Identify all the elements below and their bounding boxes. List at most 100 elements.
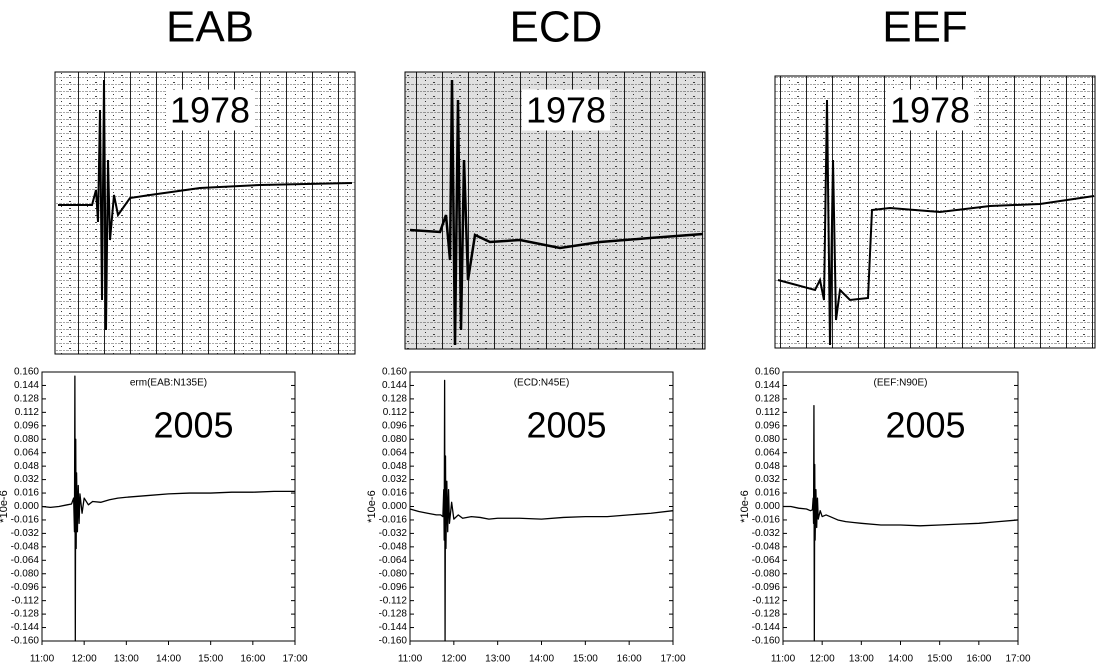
y-axis-title: *10e-6 [739,490,751,522]
y-tick-label: -0.144 [11,622,40,633]
y-tick-label: 0.096 [14,420,39,431]
y-tick-label: 0.160 [14,367,39,378]
y-tick-label: -0.064 [752,555,781,566]
x-tick-label: 13:00 [849,654,874,665]
y-tick-label: -0.032 [379,528,408,539]
y-tick-label: 0.128 [14,394,39,405]
y-tick-label: -0.032 [752,528,781,539]
x-tick-label: 17:00 [660,654,685,665]
y-tick-label: 0.160 [382,367,407,378]
y-tick-label: -0.048 [11,541,40,552]
y-tick-label: -0.128 [379,609,408,620]
scan-year: 1978 [526,90,606,131]
y-tick-label: 0.144 [14,380,39,391]
y-tick-label: -0.032 [11,528,40,539]
y-tick-label: -0.128 [11,609,40,620]
chart-title: EAB [166,3,254,52]
y-tick-label: 0.032 [382,474,407,485]
y-tick-label: -0.016 [752,515,781,526]
y-tick-label: -0.128 [752,609,781,620]
y-tick-label: -0.016 [11,515,40,526]
y-tick-label: 0.128 [755,394,780,405]
y-tick-label: -0.160 [11,636,40,647]
scan-year: 1978 [170,90,250,131]
y-tick-label: 0.080 [14,434,39,445]
y-tick-label: 0.128 [382,394,407,405]
y-tick-label: 0.000 [14,501,39,512]
y-tick-label: -0.064 [379,555,408,566]
y-tick-label: -0.160 [752,636,781,647]
y-tick-label: -0.064 [11,555,40,566]
x-tick-label: 15:00 [573,654,598,665]
y-tick-label: -0.096 [379,582,408,593]
y-tick-label: 0.080 [755,434,780,445]
trace-line [783,404,1019,642]
y-tick-label: 0.000 [755,501,780,512]
y-tick-label: 0.144 [755,380,780,391]
y-tick-label: 0.112 [383,407,408,418]
y-tick-label: -0.096 [752,582,781,593]
x-tick-label: 12:00 [441,654,466,665]
chart-title: EEF [882,3,968,52]
x-tick-label: 14:00 [156,654,181,665]
x-tick-label: 14:00 [888,654,913,665]
x-tick-label: 15:00 [927,654,952,665]
y-tick-label: -0.080 [11,568,40,579]
y-tick-label: -0.048 [752,541,781,552]
y-tick-label: 0.016 [382,488,407,499]
x-tick-label: 12:00 [72,654,97,665]
scan-year: 1978 [890,90,970,131]
y-tick-label: 0.096 [755,420,780,431]
series-label: (EEF:N90E) [874,378,928,389]
x-tick-label: 15:00 [198,654,223,665]
x-tick-label: 11:00 [30,654,55,665]
y-tick-label: -0.160 [379,636,408,647]
y-tick-label: 0.064 [14,447,39,458]
x-tick-label: 16:00 [617,654,642,665]
plot-year: 2005 [153,405,233,446]
y-tick-label: 0.048 [382,461,407,472]
y-axis-title: *10e-6 [366,490,378,522]
y-tick-label: 0.016 [14,488,39,499]
y-tick-label: -0.096 [11,582,40,593]
x-tick-label: 11:00 [398,654,423,665]
series-label: erm(EAB:N135E) [130,378,207,389]
scan-year-bg [165,89,255,131]
y-tick-label: 0.016 [755,488,780,499]
chart-title: ECD [510,3,603,52]
y-tick-label: 0.064 [382,447,407,458]
series-label: (ECD:N45E) [514,378,570,389]
y-tick-label: 0.144 [382,380,407,391]
y-tick-label: -0.112 [11,595,39,606]
y-tick-label: 0.048 [755,461,780,472]
y-tick-label: 0.032 [755,474,780,485]
y-tick-label: 0.112 [15,407,40,418]
x-tick-label: 17:00 [1005,654,1030,665]
x-tick-label: 14:00 [529,654,554,665]
y-tick-label: 0.160 [755,367,780,378]
x-tick-label: 13:00 [114,654,139,665]
y-tick-label: -0.048 [379,541,408,552]
x-tick-label: 12:00 [810,654,835,665]
y-tick-label: -0.112 [379,595,407,606]
x-tick-label: 16:00 [966,654,991,665]
x-tick-label: 16:00 [240,654,265,665]
y-tick-label: 0.000 [382,501,407,512]
x-tick-label: 17:00 [282,654,307,665]
y-tick-label: 0.032 [14,474,39,485]
x-tick-label: 11:00 [771,654,796,665]
scan-year-bg [521,89,611,131]
y-tick-label: -0.080 [752,568,781,579]
y-tick-label: 0.064 [755,447,780,458]
x-tick-label: 13:00 [485,654,510,665]
y-tick-label: -0.112 [752,595,780,606]
y-tick-label: -0.080 [379,568,408,579]
trace-line [41,375,295,642]
y-tick-label: 0.096 [382,420,407,431]
plot-year: 2005 [885,405,965,446]
y-tick-label: -0.144 [752,622,781,633]
trace-line [409,379,674,642]
y-tick-label: 0.080 [382,434,407,445]
scan-year-bg [885,89,975,131]
